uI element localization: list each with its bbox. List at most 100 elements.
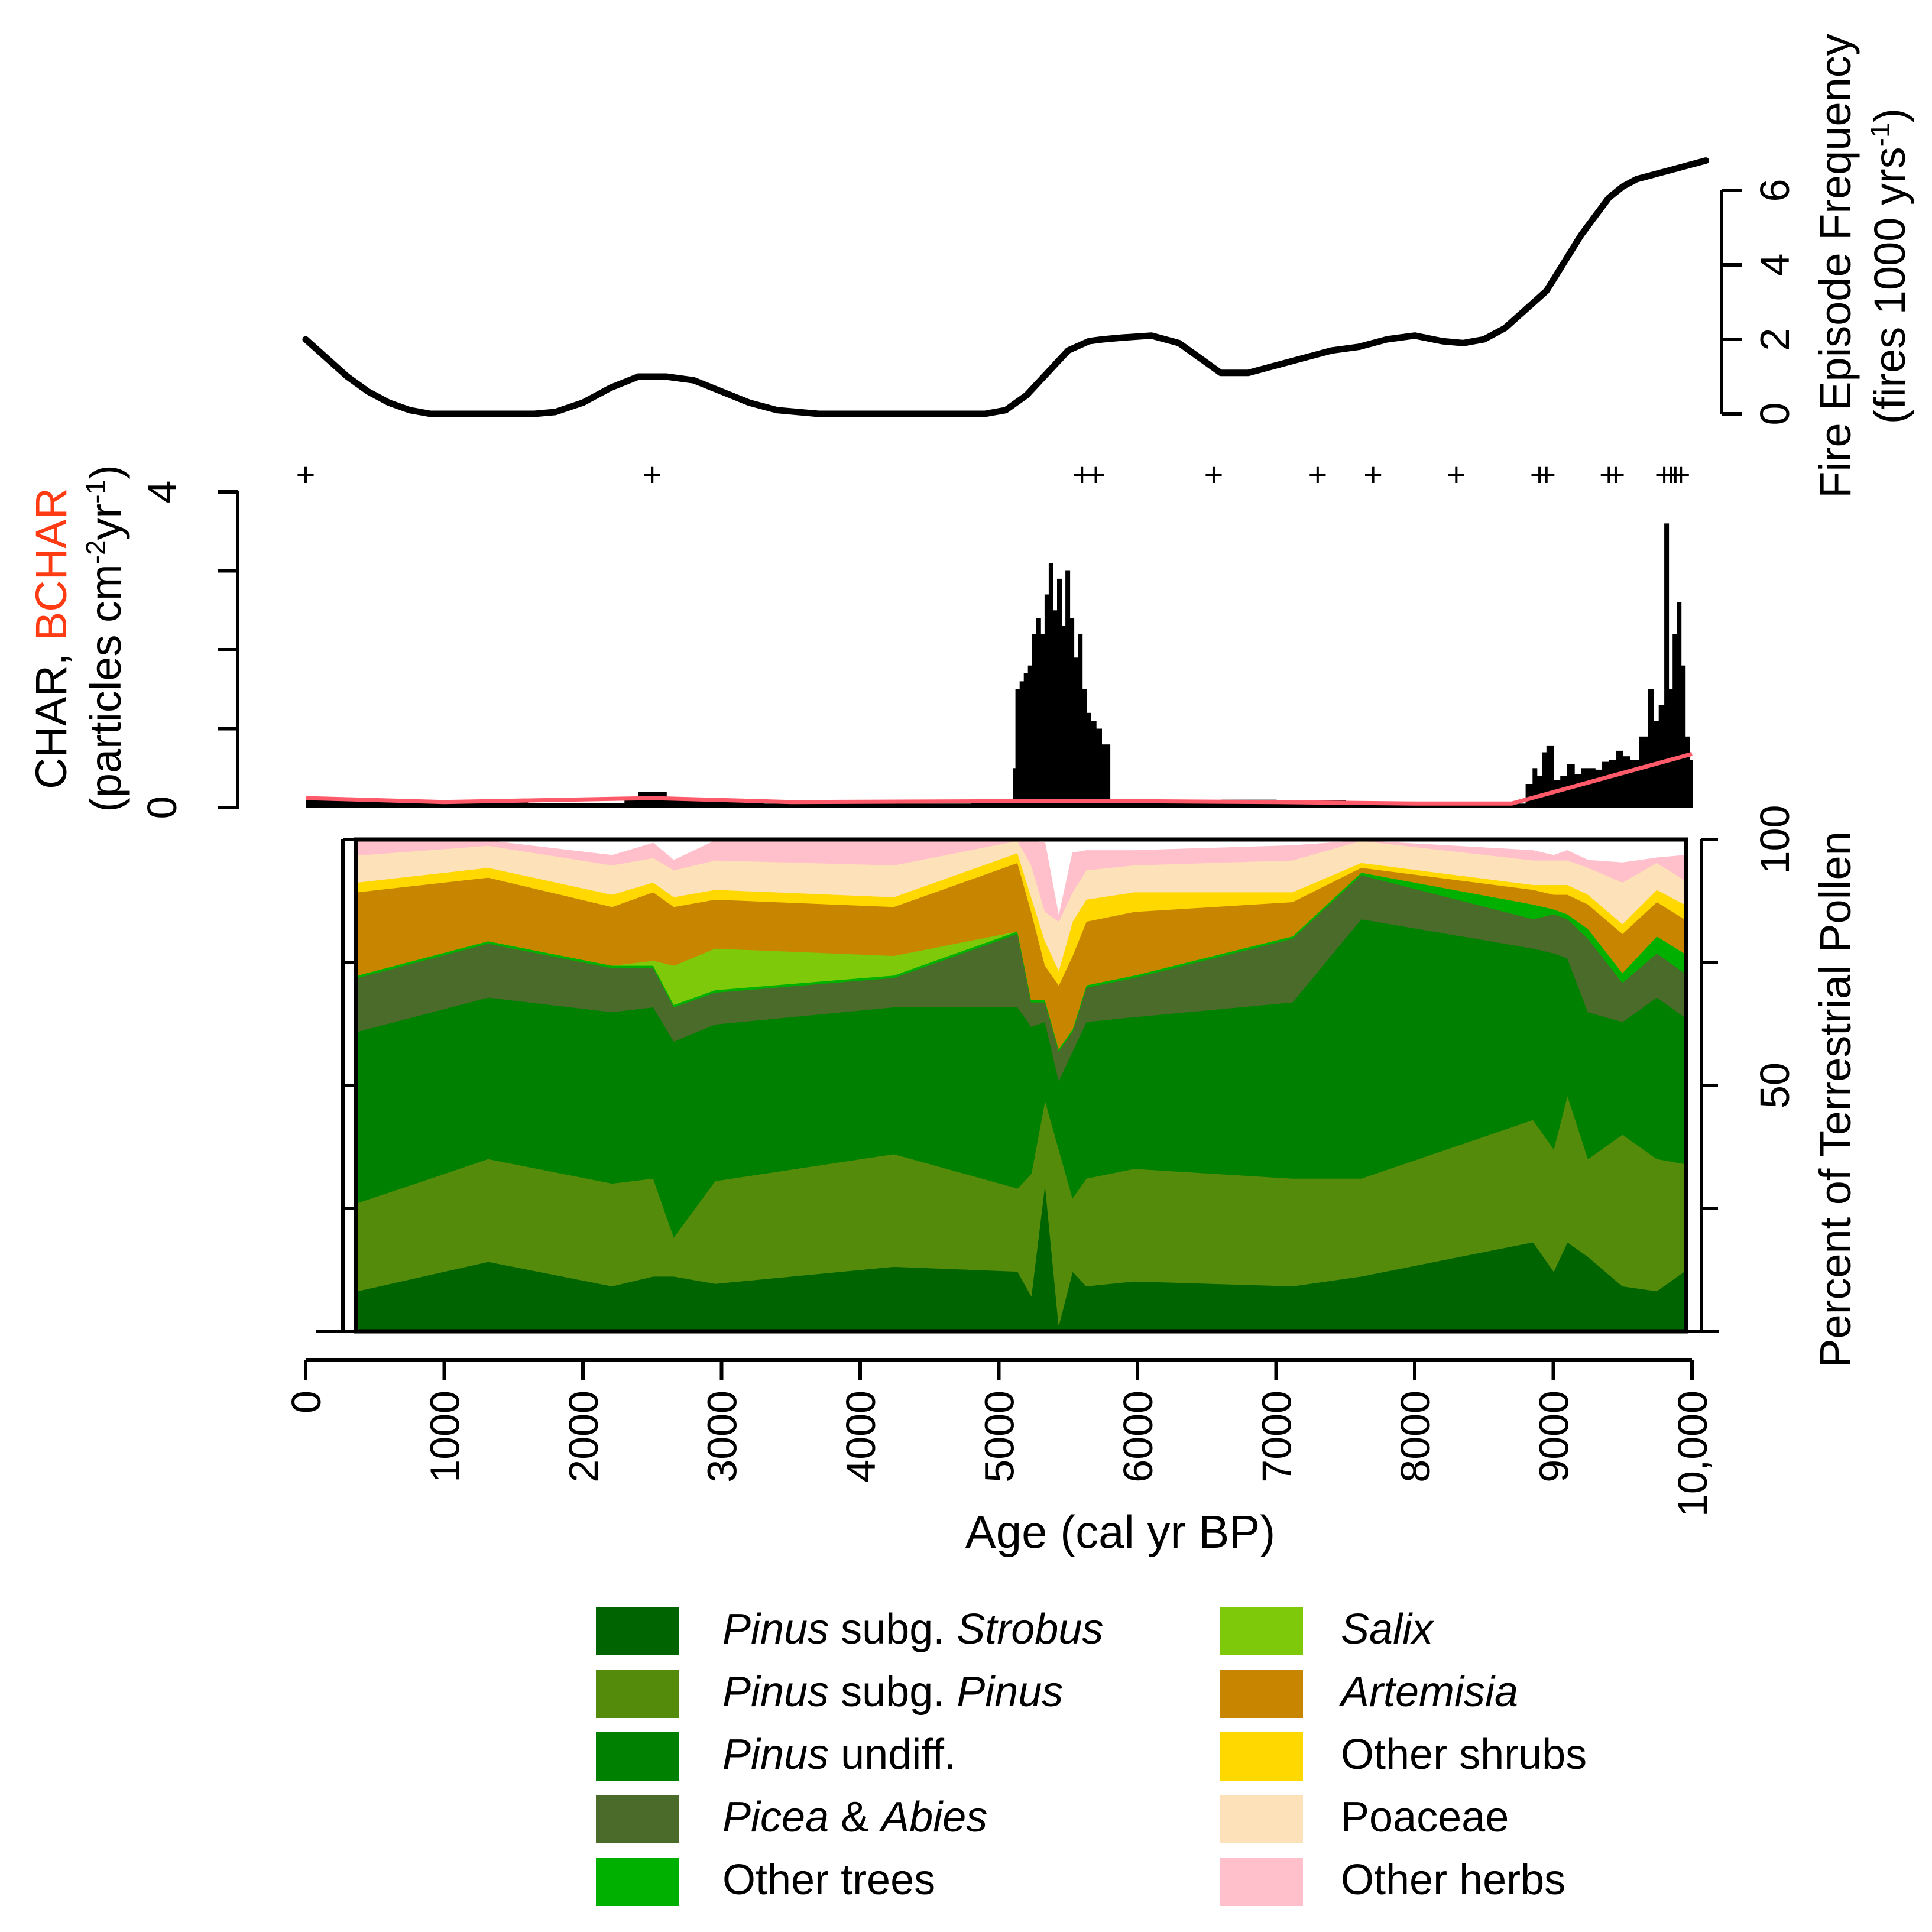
pollen-panel: 50 100 Percent of Terrestrial Pollen (316, 805, 1860, 1368)
fire-event-marker: + (1666, 456, 1685, 493)
legend-item: Other shrubs (1220, 1731, 1587, 1781)
char-bar (832, 803, 903, 808)
fire-event-marker: + (1086, 456, 1106, 493)
char-bar (763, 803, 834, 808)
age-axis: 0 1000 2000 3000 4000 5000 6000 7000 8000 9000 10,… (283, 1358, 1716, 1558)
char-bar (971, 803, 1013, 808)
char-tick-label: 0 (139, 796, 185, 819)
char-bar (624, 799, 639, 808)
fire-event-marker: + (1447, 456, 1466, 493)
age-ticks: 0 1000 2000 3000 4000 5000 6000 7000 8000 9000 10,… (283, 1360, 1716, 1517)
fire-frequency-panel: 0 2 4 6 Fire Episode Frequency (fires 1000 … (296, 34, 1914, 498)
age-tick-label: 0 (283, 1390, 329, 1414)
char-bar (1057, 578, 1062, 808)
char-bar (1023, 673, 1029, 808)
legend-label: Other herbs (1341, 1856, 1565, 1904)
char-bar (902, 803, 972, 808)
legend-item: Other herbs (1220, 1856, 1565, 1906)
char-bar (1082, 689, 1087, 808)
age-tick-label: 8000 (1392, 1390, 1438, 1483)
char-bar (1048, 563, 1053, 808)
fire-frequency-tick-label: 2 (1752, 328, 1798, 351)
legend-item: Pinus subg. Strobus (596, 1606, 1103, 1655)
legend-swatch (596, 1670, 679, 1718)
age-tick-label: 4000 (838, 1390, 884, 1483)
char-bar (1536, 776, 1543, 808)
legend-label: Picea & Abies (722, 1794, 987, 1841)
char-bars (306, 523, 1693, 808)
char-bar (1560, 776, 1568, 808)
age-tick-label: 2000 (560, 1390, 607, 1483)
age-tick-label: 5000 (977, 1390, 1023, 1483)
legend-swatch (596, 1858, 679, 1906)
char-bar (1616, 750, 1623, 808)
char-bar (1609, 760, 1616, 808)
char-bar (1672, 634, 1678, 808)
char-bar (1648, 689, 1654, 808)
char-bar (1668, 689, 1674, 808)
char-bar (1101, 744, 1111, 808)
fire-event-marker: + (643, 456, 662, 493)
char-ylabel-line1: CHAR, BCHAR (27, 488, 76, 789)
char-bar (1074, 657, 1079, 808)
char-bar (1525, 784, 1534, 808)
legend-swatch (596, 1795, 679, 1843)
fire-event-marker: + (1308, 456, 1327, 493)
char-bar (1086, 712, 1091, 808)
fire-frequency-line (302, 157, 1709, 417)
char-bar (1040, 634, 1045, 808)
char-bar (1664, 523, 1670, 808)
legend-swatch (596, 1607, 679, 1655)
char-bar (1090, 721, 1097, 808)
legend-item: Poaceae (1220, 1794, 1509, 1843)
char-bar (1015, 689, 1020, 808)
char-bar (1095, 728, 1102, 808)
legend-label: Salix (1341, 1606, 1435, 1653)
charcoal-panel: 04 CHAR, BCHAR (particles cm-2yr-1) (27, 465, 1693, 819)
fire-frequency-tick-label: 0 (1752, 403, 1798, 426)
legend: Pinus subg. Strobus Pinus subg. Pinus Pinu… (596, 1606, 1587, 1906)
char-tick-label: 4 (139, 481, 185, 504)
fire-event-marker: + (1655, 456, 1674, 493)
legend-item: Picea & Abies (596, 1794, 987, 1843)
char-bar (1622, 756, 1630, 808)
legend-label: Pinus undiff. (722, 1731, 956, 1778)
char-bar (444, 803, 487, 808)
char-bar (403, 803, 445, 808)
legend-item: Pinus subg. Pinus (596, 1668, 1063, 1718)
char-bar (1165, 801, 1221, 808)
char-bar (1594, 769, 1603, 808)
fire-event-marker: + (1661, 456, 1681, 493)
legend-item: Artemisia (1220, 1668, 1518, 1718)
legend-label: Poaceae (1341, 1794, 1509, 1841)
char-bar (1110, 801, 1166, 808)
pollen-areas (357, 840, 1685, 1331)
char-bar (1689, 760, 1693, 808)
char-bar (485, 802, 529, 808)
fire-event-marker: + (296, 456, 316, 493)
fire-frequency-tick-label: 6 (1752, 179, 1798, 202)
char-bar (1065, 570, 1071, 808)
char-y-ticks: 04 (139, 481, 238, 819)
char-bar (1032, 634, 1037, 808)
char-bar (1602, 761, 1610, 808)
char-bar (1681, 665, 1686, 808)
legend-swatch (1220, 1670, 1303, 1718)
legend-swatch (1220, 1732, 1303, 1781)
age-axis-title: Age (cal yr BP) (965, 1506, 1275, 1558)
char-bar (1532, 768, 1538, 808)
char-bar (1581, 768, 1596, 808)
char-bar (1013, 768, 1016, 808)
char-bar (1553, 780, 1561, 808)
fire-frequency-ylabel-line2: (fires 1000 yrs-1) (1865, 108, 1914, 424)
char-ylabel-line2: (particles cm-2yr-1) (80, 465, 130, 812)
legend-swatch (1220, 1858, 1303, 1906)
fire-event-marker: + (1363, 456, 1383, 493)
legend-label: Other shrubs (1341, 1731, 1587, 1778)
fire-event-marker: + (1530, 456, 1550, 493)
char-bar (1658, 705, 1665, 808)
fire-event-markers: + + ++ + + + + ++ ++ ++++ (296, 456, 1691, 493)
char-bar (1639, 736, 1648, 808)
pollen-tick-label: 50 (1752, 1062, 1798, 1108)
